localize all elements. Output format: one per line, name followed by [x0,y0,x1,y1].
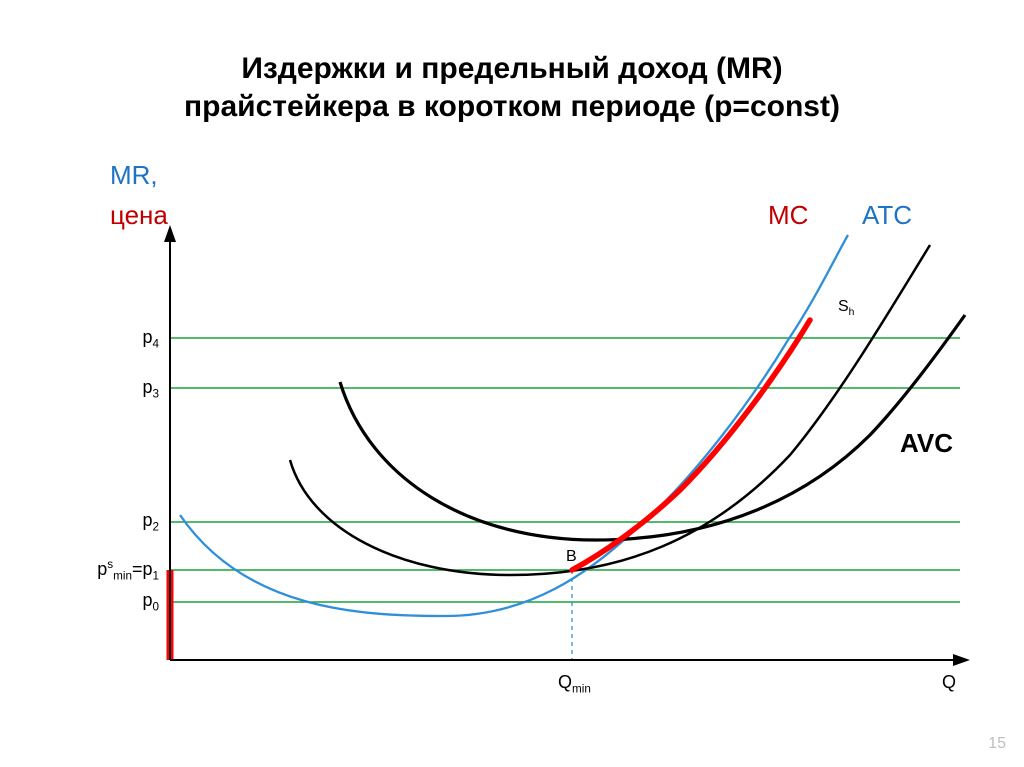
mc-curve [180,235,848,616]
avc-curve [340,315,965,540]
page-number: 15 [988,735,1006,753]
cost-curves-chart [0,0,1024,767]
atc-curve [290,245,930,575]
axes [164,225,970,666]
gridlines [170,338,960,602]
